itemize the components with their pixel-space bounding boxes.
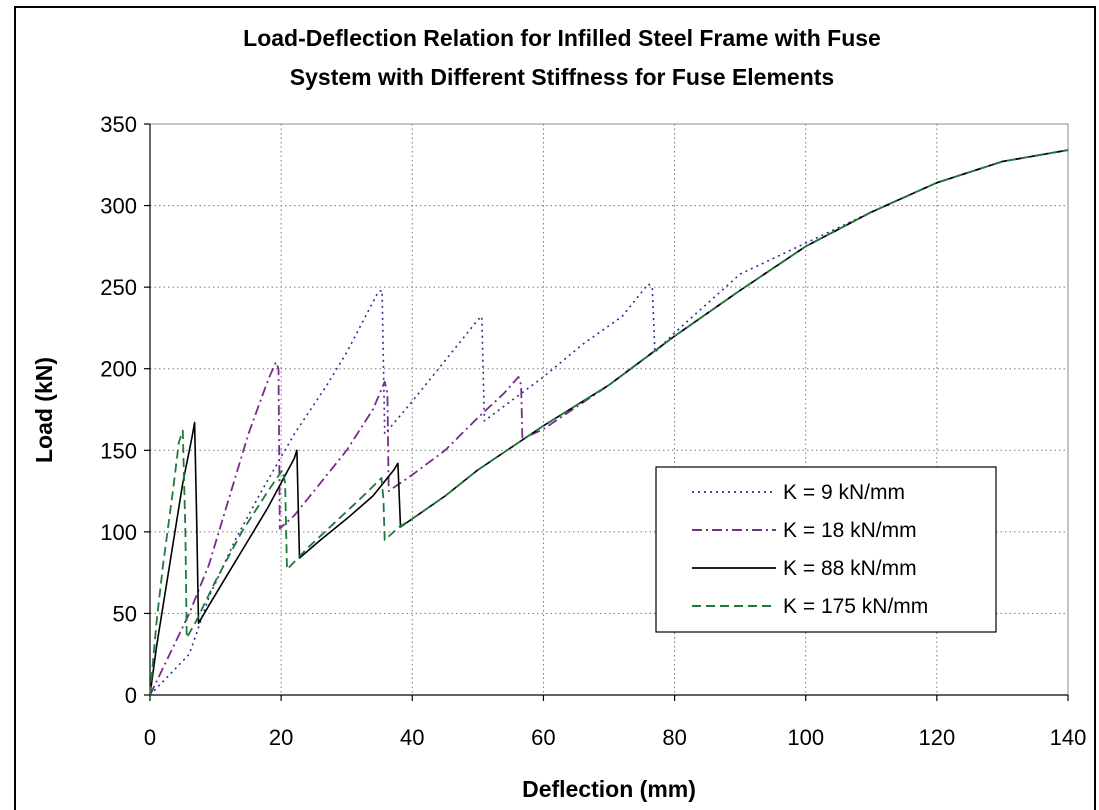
- y-tick-label: 250: [100, 275, 137, 300]
- axes: [144, 123, 1069, 701]
- chart-title-line-2: System with Different Stiffness for Fuse…: [290, 64, 834, 90]
- x-tick-label: 140: [1050, 725, 1087, 750]
- y-tick-label: 150: [100, 438, 137, 463]
- y-tick-label: 100: [100, 520, 137, 545]
- x-tick-label: 80: [662, 725, 686, 750]
- y-tick-label: 0: [125, 683, 137, 708]
- series-line-1: [149, 149, 1069, 696]
- grid-lines: [150, 124, 1068, 695]
- x-axis-title: Deflection (mm): [522, 776, 696, 802]
- legend-label-4: K = 175 kN/mm: [783, 595, 928, 618]
- y-tick-label: 350: [100, 112, 137, 137]
- x-tick-label: 20: [269, 725, 293, 750]
- x-tick-label: 100: [787, 725, 824, 750]
- series-line-3: [149, 149, 1069, 696]
- y-tick-labels: 0 50 100 150 200 250 300 350: [100, 112, 137, 708]
- y-tick-label: 300: [100, 194, 137, 219]
- legend: K = 9 kN/mm K = 18 kN/mm K = 88 kN/mm K = 1…: [655, 466, 997, 633]
- y-axis-title: Load (kN): [31, 357, 57, 463]
- legend-box: [655, 466, 997, 633]
- x-tick-labels: 0 20 40 60 80 100 120 140: [144, 725, 1086, 750]
- chart-title-line-1: Load-Deflection Relation for Infilled St…: [243, 25, 881, 51]
- x-tick-label: 0: [144, 725, 156, 750]
- x-tick-label: 120: [918, 725, 955, 750]
- series-lines: [149, 149, 1069, 696]
- chart-frame: [14, 6, 1096, 810]
- legend-label-1: K = 9 kN/mm: [783, 481, 905, 504]
- x-tick-label: 60: [531, 725, 555, 750]
- legend-label-2: K = 18 kN/mm: [783, 519, 917, 542]
- y-tick-label: 50: [113, 601, 137, 626]
- legend-label-3: K = 88 kN/mm: [783, 557, 917, 580]
- x-tick-label: 40: [400, 725, 424, 750]
- y-tick-label: 200: [100, 357, 137, 382]
